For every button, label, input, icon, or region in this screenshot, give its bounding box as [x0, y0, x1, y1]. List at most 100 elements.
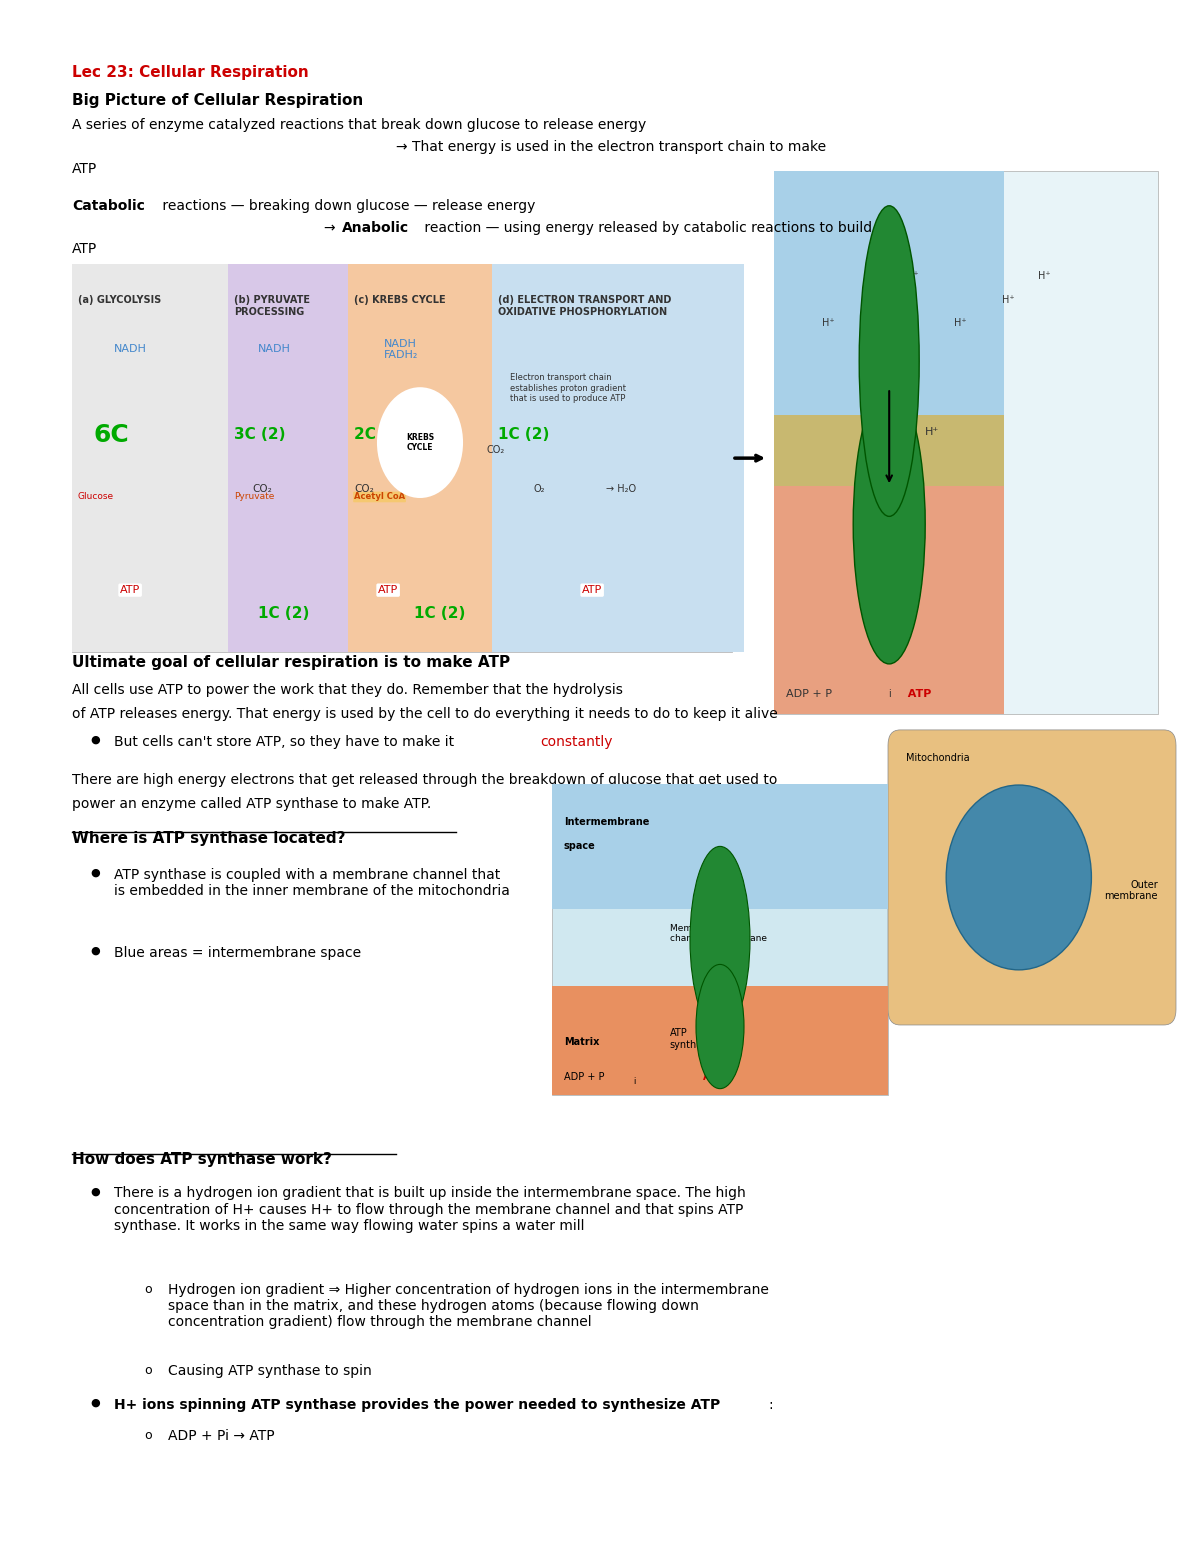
Text: A series of enzyme catalyzed reactions that break down glucose to release energy: A series of enzyme catalyzed reactions t… [72, 118, 647, 132]
Text: There are high energy electrons that get released through the breakdown of gluco: There are high energy electrons that get… [72, 773, 778, 787]
Text: H⁺: H⁺ [870, 295, 882, 304]
Text: ●: ● [90, 868, 100, 877]
Text: NADH: NADH [258, 345, 290, 354]
Text: H⁺: H⁺ [822, 318, 834, 328]
Text: Lec 23: Cellular Respiration: Lec 23: Cellular Respiration [72, 65, 308, 81]
Text: 3C (2): 3C (2) [234, 427, 286, 443]
FancyBboxPatch shape [774, 416, 1004, 486]
Text: i: i [888, 690, 890, 699]
Text: ●: ● [90, 735, 100, 744]
Text: H+ ions spinning ATP synthase provides the power needed to synthesize ATP: H+ ions spinning ATP synthase provides t… [114, 1398, 720, 1412]
Text: CO₂: CO₂ [486, 446, 504, 455]
Ellipse shape [946, 786, 1092, 969]
Text: → That energy is used in the electron transport chain to make: → That energy is used in the electron tr… [396, 140, 826, 154]
Text: o: o [144, 1364, 151, 1376]
Text: ATP: ATP [378, 585, 398, 595]
Text: CO₂: CO₂ [354, 485, 373, 494]
FancyBboxPatch shape [72, 264, 732, 652]
FancyBboxPatch shape [774, 171, 1158, 714]
Text: Ultimate goal of cellular respiration is to make ATP: Ultimate goal of cellular respiration is… [72, 655, 510, 671]
Text: ●: ● [90, 1398, 100, 1407]
Text: H⁺: H⁺ [906, 272, 918, 281]
Text: 1C (2): 1C (2) [414, 606, 466, 621]
Text: Mitochondria: Mitochondria [906, 753, 970, 763]
Text: KREBS
CYCLE: KREBS CYCLE [406, 433, 434, 452]
Text: Pyruvate: Pyruvate [234, 492, 275, 502]
Ellipse shape [853, 385, 925, 665]
Circle shape [378, 388, 462, 497]
Text: :: : [768, 1398, 773, 1412]
Ellipse shape [859, 207, 919, 517]
Text: H⁺: H⁺ [925, 427, 940, 436]
Text: space: space [564, 842, 595, 851]
Text: O₂: O₂ [534, 485, 546, 494]
Text: There is a hydrogen ion gradient that is built up inside the intermembrane space: There is a hydrogen ion gradient that is… [114, 1186, 745, 1233]
Text: →: → [324, 221, 340, 235]
Text: → H₂O: → H₂O [606, 485, 636, 494]
Text: NADH: NADH [114, 345, 146, 354]
Text: Catabolic: Catabolic [72, 199, 145, 213]
Text: But cells can't store ATP, so they have to make it: But cells can't store ATP, so they have … [114, 735, 458, 749]
Text: ATP: ATP [582, 585, 602, 595]
Text: Intermembrane: Intermembrane [564, 817, 649, 826]
FancyBboxPatch shape [552, 986, 888, 1095]
Text: Acetyl CoA: Acetyl CoA [354, 492, 406, 502]
Text: NADH
FADH₂: NADH FADH₂ [384, 339, 419, 360]
FancyBboxPatch shape [888, 730, 1176, 1025]
FancyBboxPatch shape [774, 486, 1004, 714]
Text: ATP: ATP [120, 585, 140, 595]
Text: Electron transport chain
establishes proton gradient
that is used to produce ATP: Electron transport chain establishes pro… [510, 373, 626, 404]
Ellipse shape [696, 964, 744, 1089]
FancyBboxPatch shape [348, 264, 492, 652]
FancyBboxPatch shape [774, 171, 1004, 416]
Text: (b) PYRUVATE
PROCESSING: (b) PYRUVATE PROCESSING [234, 295, 310, 317]
Text: Anabolic: Anabolic [342, 221, 409, 235]
Text: ●: ● [90, 1186, 100, 1196]
Text: Blue areas = intermembrane space: Blue areas = intermembrane space [114, 946, 361, 960]
Text: ATP synthase is coupled with a membrane channel that
is embedded in the inner me: ATP synthase is coupled with a membrane … [114, 868, 510, 898]
Text: Big Picture of Cellular Respiration: Big Picture of Cellular Respiration [72, 93, 364, 109]
Text: Matrix: Matrix [564, 1037, 599, 1047]
Text: of ATP releases energy. That energy is used by the cell to do everything it need: of ATP releases energy. That energy is u… [72, 707, 778, 721]
Text: o: o [144, 1429, 151, 1441]
Text: Membrane  Inner
channel    membrane: Membrane Inner channel membrane [670, 924, 767, 943]
Text: (a) GLYCOLYSIS: (a) GLYCOLYSIS [78, 295, 161, 304]
Text: 1C (2): 1C (2) [258, 606, 310, 621]
Text: H⁺: H⁺ [1002, 295, 1014, 304]
Text: 1C (2): 1C (2) [498, 427, 550, 443]
Text: ●: ● [90, 946, 100, 955]
Text: ATP: ATP [703, 1073, 724, 1082]
Text: Causing ATP synthase to spin: Causing ATP synthase to spin [168, 1364, 372, 1378]
Text: Where is ATP synthase located?: Where is ATP synthase located? [72, 831, 346, 846]
Text: 6C: 6C [94, 422, 130, 447]
Text: 2C (2): 2C (2) [354, 427, 406, 443]
Text: Glucose: Glucose [78, 492, 114, 502]
Text: All cells use ATP to power the work that they do. Remember that the hydrolysis: All cells use ATP to power the work that… [72, 683, 623, 697]
Text: o: o [144, 1283, 151, 1295]
FancyBboxPatch shape [552, 784, 888, 909]
Text: ATP: ATP [72, 242, 97, 256]
Text: ATP: ATP [72, 162, 97, 175]
FancyBboxPatch shape [552, 784, 888, 1095]
FancyBboxPatch shape [492, 264, 744, 652]
Text: Hydrogen ion gradient ⇒ Higher concentration of hydrogen ions in the intermembra: Hydrogen ion gradient ⇒ Higher concentra… [168, 1283, 769, 1329]
Text: constantly: constantly [540, 735, 612, 749]
Text: Outer
membrane: Outer membrane [1104, 881, 1158, 901]
Text: reactions — breaking down glucose — release energy: reactions — breaking down glucose — rele… [158, 199, 535, 213]
Text: ATP: ATP [900, 690, 931, 699]
Text: ADP + Pi → ATP: ADP + Pi → ATP [168, 1429, 275, 1443]
Text: CO₂: CO₂ [252, 485, 271, 494]
Text: ADP + P: ADP + P [786, 690, 832, 699]
Text: H⁺: H⁺ [954, 318, 966, 328]
Text: power an enzyme called ATP synthase to make ATP.: power an enzyme called ATP synthase to m… [72, 797, 431, 811]
Ellipse shape [690, 846, 750, 1033]
Text: (d) ELECTRON TRANSPORT AND
OXIDATIVE PHOSPHORYLATION: (d) ELECTRON TRANSPORT AND OXIDATIVE PHO… [498, 295, 671, 317]
Text: H⁺: H⁺ [1038, 272, 1050, 281]
Text: reaction — using energy released by catabolic reactions to build: reaction — using energy released by cata… [420, 221, 872, 235]
FancyBboxPatch shape [228, 264, 348, 652]
Text: (c) KREBS CYCLE: (c) KREBS CYCLE [354, 295, 445, 304]
Text: i: i [634, 1076, 636, 1086]
Text: How does ATP synthase work?: How does ATP synthase work? [72, 1152, 332, 1168]
Text: ATP
synthase: ATP synthase [670, 1028, 714, 1050]
Text: ADP + P: ADP + P [564, 1073, 605, 1082]
